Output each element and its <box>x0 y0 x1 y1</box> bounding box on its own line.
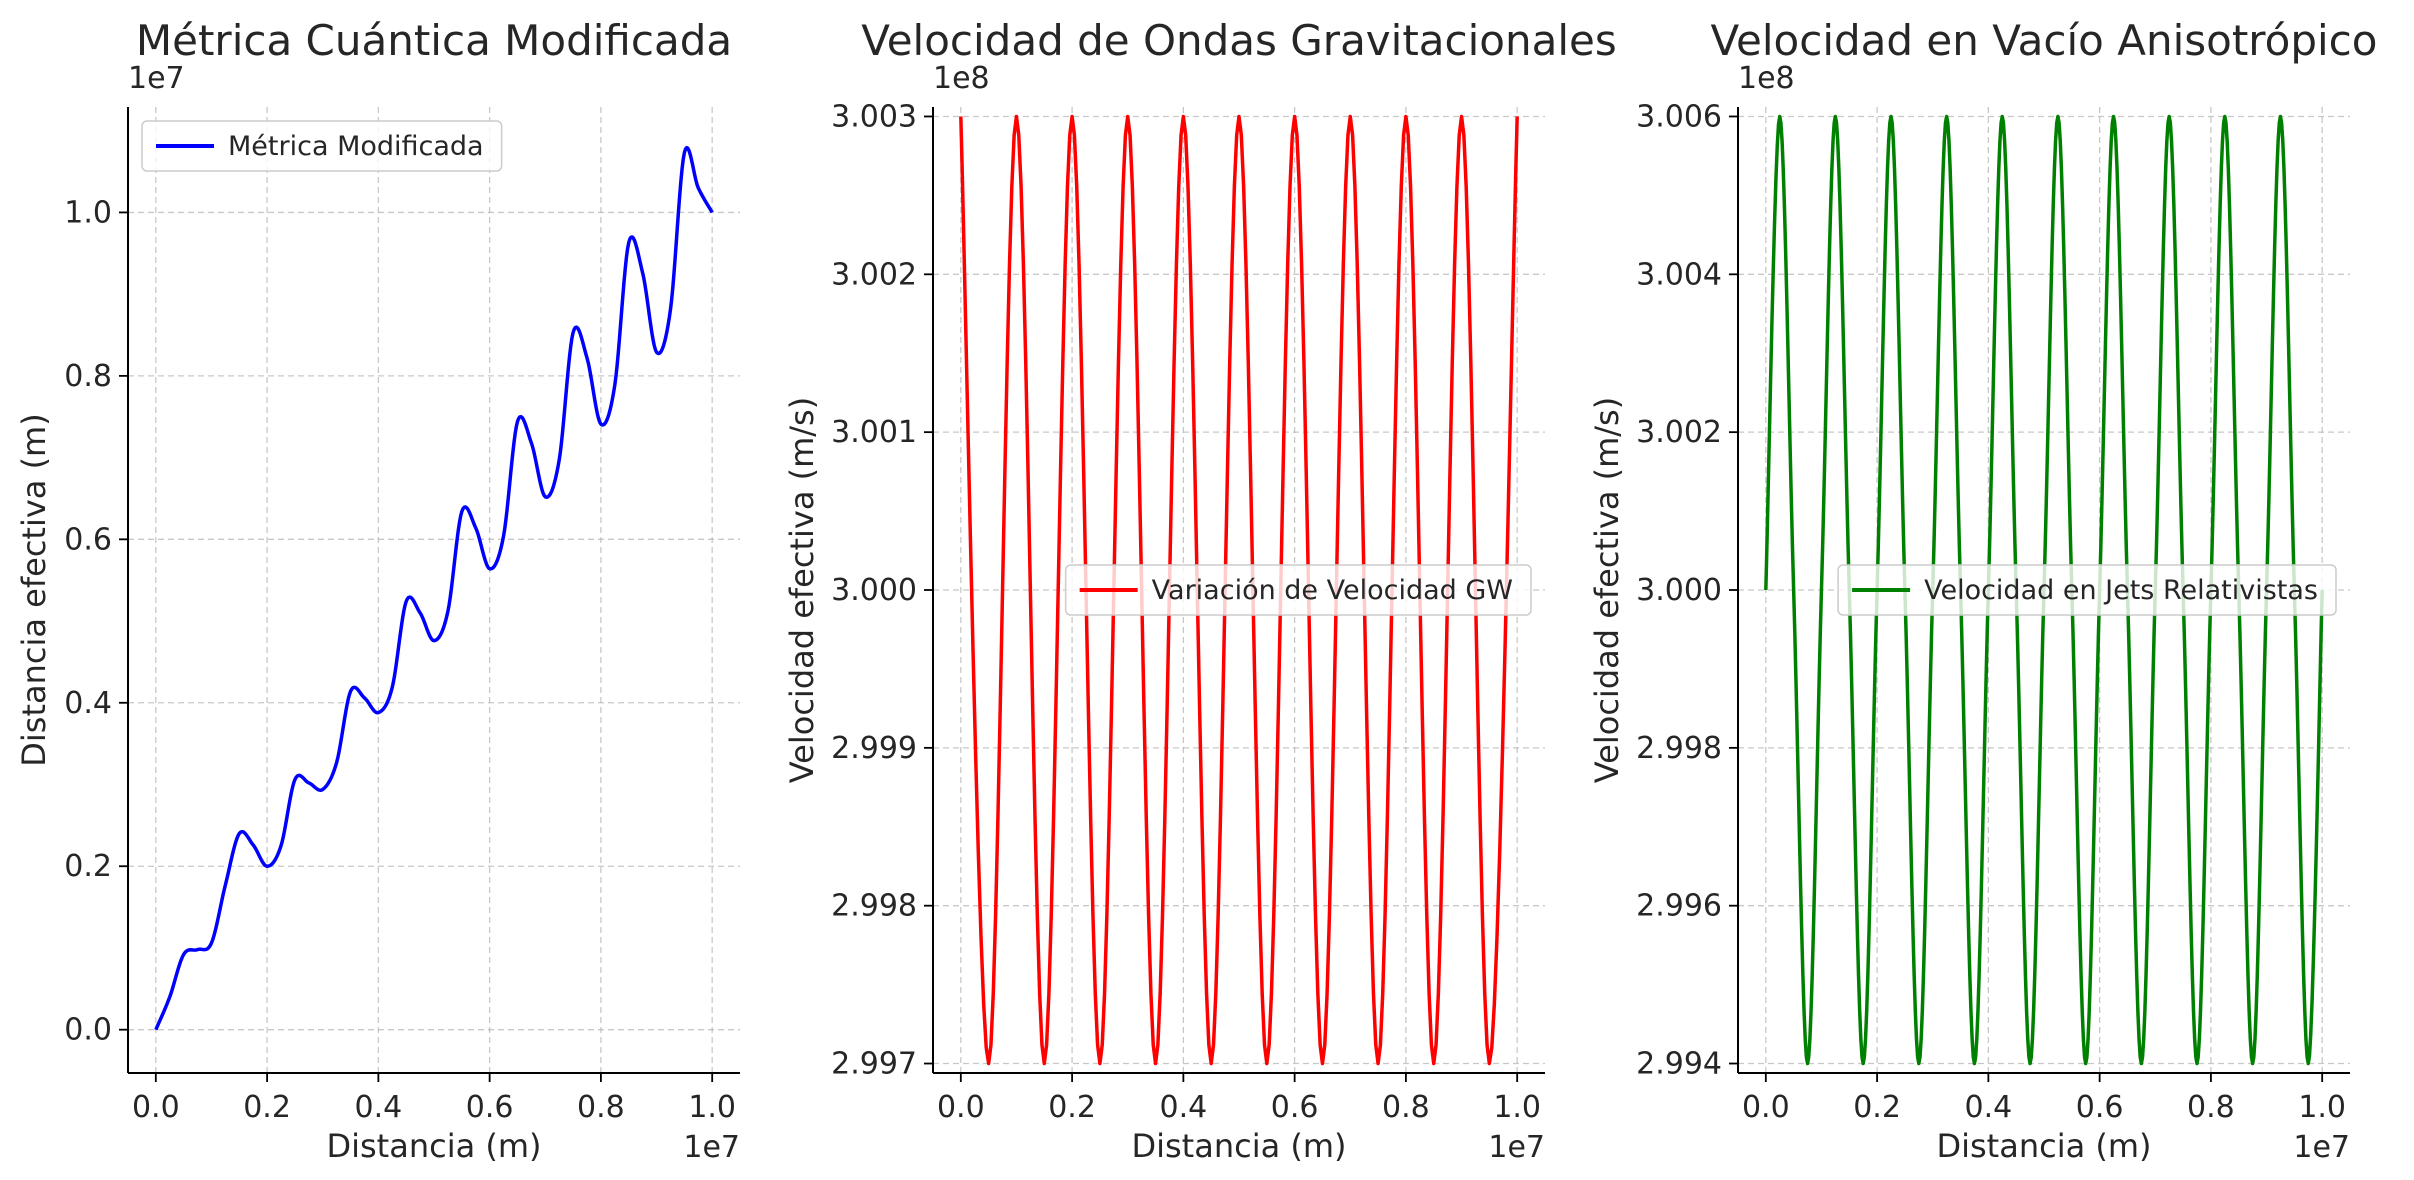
x-offset-label: 1e7 <box>2293 1130 2350 1165</box>
x-tick-label: 0.0 <box>937 1090 985 1125</box>
x-tick-label: 0.4 <box>355 1090 403 1125</box>
x-axis-label: Distancia (m) <box>1131 1127 1346 1165</box>
y-axis-label: Distancia efectiva (m) <box>15 413 53 766</box>
y-offset-label: 1e7 <box>128 61 185 96</box>
x-axis-label: Distancia (m) <box>1936 1127 2151 1165</box>
tick-marks: 0.0 0.2 0.4 0.6 0.8 1.0 2.994 2.996 2.998 3.000 3.… <box>1636 99 2346 1125</box>
x-tick-label: 0.6 <box>2076 1090 2124 1125</box>
legend-label: Velocidad en Jets Relativistas <box>1924 575 2318 606</box>
y-tick-label: 0.6 <box>64 522 112 557</box>
chart-title: Velocidad de Ondas Gravitacionales <box>861 16 1617 65</box>
chart-vacio-anisotropico: 0.0 0.2 0.4 0.6 0.8 1.0 2.994 2.996 2.998 3.000 3.… <box>1588 16 2377 1165</box>
x-tick-label: 0.4 <box>1160 1090 1208 1125</box>
y-tick-label: 3.004 <box>1636 257 1722 292</box>
legend-label: Métrica Modificada <box>228 131 484 162</box>
chart-title: Velocidad en Vacío Anisotrópico <box>1711 16 2378 65</box>
grid-lines <box>128 107 740 1073</box>
series-group <box>154 145 714 1031</box>
legend-label: Variación de Velocidad GW <box>1152 575 1513 606</box>
tick-marks: 0.0 0.2 0.4 0.6 0.8 1.0 0.0 0.2 0.4 0.6 0.8 1.0 <box>64 195 736 1125</box>
y-tick-label: 3.002 <box>831 257 917 292</box>
axis-spines <box>127 107 740 1074</box>
legend: Variación de Velocidad GW <box>1064 564 1532 616</box>
y-tick-label: 3.003 <box>831 99 917 134</box>
x-tick-label: 0.2 <box>243 1090 291 1125</box>
y-tick-label: 1.0 <box>64 195 112 230</box>
series-line-0 <box>959 114 1519 1066</box>
y-tick-label: 0.8 <box>64 359 112 394</box>
chart-title: Métrica Cuántica Modificada <box>136 16 732 65</box>
x-tick-label: 1.0 <box>2298 1090 2346 1125</box>
x-tick-label: 0.2 <box>1048 1090 1096 1125</box>
series-group <box>959 114 1519 1066</box>
x-tick-label: 0.6 <box>466 1090 514 1125</box>
legend-box <box>141 120 503 172</box>
series-line-0 <box>154 145 714 1031</box>
y-tick-label: 2.998 <box>1636 731 1722 766</box>
y-tick-label: 0.4 <box>64 686 112 721</box>
y-tick-label: 3.006 <box>1636 99 1722 134</box>
x-tick-label: 0.8 <box>2187 1090 2235 1125</box>
legend-box <box>1064 564 1532 616</box>
y-tick-label: 2.994 <box>1636 1047 1722 1082</box>
x-offset-label: 1e7 <box>683 1130 740 1165</box>
y-tick-label: 0.0 <box>64 1013 112 1048</box>
x-tick-label: 0.2 <box>1853 1090 1901 1125</box>
y-offset-label: 1e8 <box>1738 61 1795 96</box>
x-tick-label: 0.0 <box>132 1090 180 1125</box>
x-tick-label: 0.0 <box>1742 1090 1790 1125</box>
y-tick-label: 2.999 <box>831 731 917 766</box>
tick-marks: 0.0 0.2 0.4 0.6 0.8 1.0 2.997 2.998 2.999 3.000 3.… <box>831 99 1541 1125</box>
x-axis-label: Distancia (m) <box>326 1127 541 1165</box>
y-tick-label: 0.2 <box>64 849 112 884</box>
y-tick-label: 3.002 <box>1636 415 1722 450</box>
x-tick-label: 1.0 <box>1493 1090 1541 1125</box>
y-tick-label: 3.000 <box>831 573 917 608</box>
y-axis-label: Velocidad efectiva (m/s) <box>1588 397 1626 783</box>
y-tick-label: 3.001 <box>831 415 917 450</box>
y-tick-label: 2.997 <box>831 1047 917 1082</box>
legend-box <box>1837 564 2337 616</box>
legend: Velocidad en Jets Relativistas <box>1837 564 2337 616</box>
y-tick-label: 2.996 <box>1636 889 1722 924</box>
y-axis-label: Velocidad efectiva (m/s) <box>783 397 821 783</box>
chart-metrica-cuantica: 0.0 0.2 0.4 0.6 0.8 1.0 0.0 0.2 0.4 0.6 0.8 1.0 Mét… <box>15 16 740 1165</box>
y-tick-label: 3.000 <box>1636 573 1722 608</box>
chart-ondas-gravitacionales: 0.0 0.2 0.4 0.6 0.8 1.0 2.997 2.998 2.999 3.000 3.… <box>783 16 1617 1165</box>
y-tick-label: 2.998 <box>831 889 917 924</box>
y-offset-label: 1e8 <box>933 61 990 96</box>
x-tick-label: 0.8 <box>1382 1090 1430 1125</box>
x-tick-label: 0.8 <box>577 1090 625 1125</box>
x-tick-label: 1.0 <box>688 1090 736 1125</box>
x-tick-label: 0.6 <box>1271 1090 1319 1125</box>
x-offset-label: 1e7 <box>1488 1130 1545 1165</box>
x-tick-label: 0.4 <box>1965 1090 2013 1125</box>
legend: Métrica Modificada <box>141 120 503 172</box>
